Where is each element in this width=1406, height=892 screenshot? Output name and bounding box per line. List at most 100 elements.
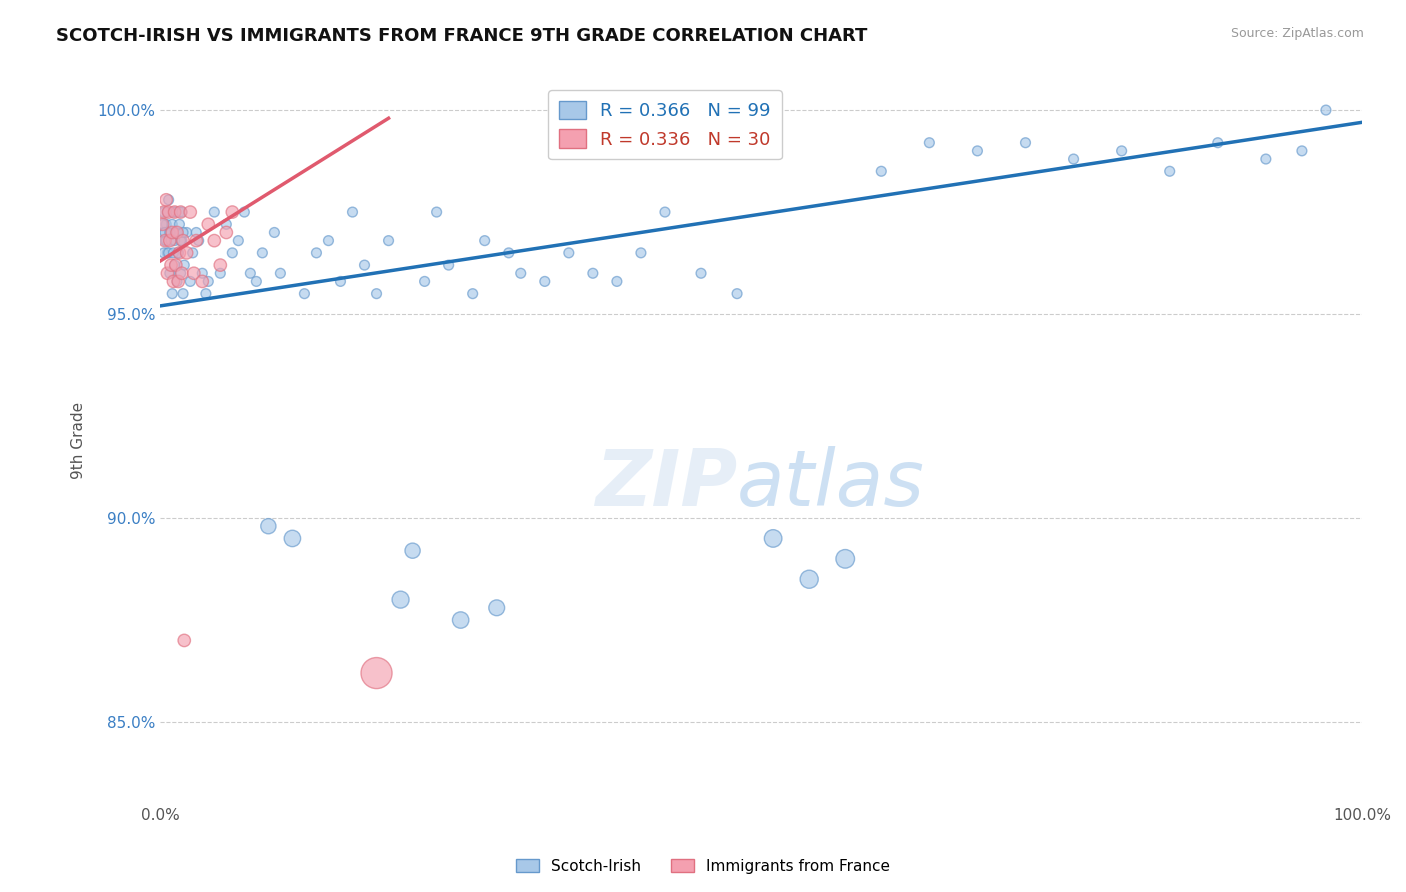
Point — [170, 205, 193, 219]
Point — [533, 274, 555, 288]
Point — [165, 205, 187, 219]
Point — [160, 258, 183, 272]
Point — [152, 217, 174, 231]
Point — [318, 234, 340, 248]
Point — [155, 234, 177, 248]
Point — [169, 234, 191, 248]
Legend: R = 0.366   N = 99, R = 0.336   N = 30: R = 0.366 N = 99, R = 0.336 N = 30 — [548, 90, 782, 160]
Point — [160, 217, 183, 231]
Point — [252, 245, 274, 260]
Point — [799, 572, 821, 586]
Point — [167, 245, 190, 260]
Point — [157, 205, 180, 219]
Point — [176, 226, 198, 240]
Y-axis label: 9th Grade: 9th Grade — [72, 402, 86, 479]
Point — [918, 136, 941, 150]
Point — [159, 226, 181, 240]
Point — [159, 266, 181, 280]
Point — [155, 217, 177, 231]
Point — [160, 234, 183, 248]
Point — [152, 226, 174, 240]
Point — [450, 613, 472, 627]
Point — [485, 600, 508, 615]
Point — [221, 245, 243, 260]
Point — [582, 266, 605, 280]
Point — [202, 234, 225, 248]
Point — [461, 286, 484, 301]
Point — [966, 144, 988, 158]
Point — [257, 519, 280, 533]
Point — [170, 234, 193, 248]
Point — [269, 266, 291, 280]
Point — [179, 274, 201, 288]
Point — [169, 205, 191, 219]
Point — [725, 286, 748, 301]
Point — [353, 258, 375, 272]
Point — [1206, 136, 1229, 150]
Point — [294, 286, 316, 301]
Point — [245, 274, 267, 288]
Point — [183, 266, 205, 280]
Point — [170, 266, 193, 280]
Point — [233, 205, 256, 219]
Point — [191, 274, 214, 288]
Point — [152, 217, 174, 231]
Point — [209, 258, 232, 272]
Point — [167, 274, 190, 288]
Point — [172, 286, 194, 301]
Point — [558, 245, 581, 260]
Point — [197, 274, 219, 288]
Point — [377, 234, 399, 248]
Point — [305, 245, 328, 260]
Point — [167, 245, 190, 260]
Point — [169, 245, 191, 260]
Text: atlas: atlas — [737, 446, 925, 522]
Point — [166, 226, 188, 240]
Point — [215, 226, 238, 240]
Point — [160, 226, 183, 240]
Point — [329, 274, 352, 288]
Point — [498, 245, 520, 260]
Point — [654, 205, 676, 219]
Text: ZIP: ZIP — [595, 446, 737, 522]
Point — [169, 205, 191, 219]
Point — [166, 226, 188, 240]
Point — [437, 258, 460, 272]
Point — [162, 205, 184, 219]
Point — [157, 193, 180, 207]
Point — [1315, 103, 1337, 117]
Point — [169, 266, 191, 280]
Point — [509, 266, 531, 280]
Point — [163, 258, 186, 272]
Text: Source: ZipAtlas.com: Source: ZipAtlas.com — [1230, 27, 1364, 40]
Point — [342, 205, 364, 219]
Point — [153, 245, 176, 260]
Point — [474, 234, 496, 248]
Point — [401, 543, 423, 558]
Point — [162, 274, 184, 288]
Point — [166, 274, 188, 288]
Point — [389, 592, 412, 607]
Point — [173, 633, 195, 648]
Point — [160, 286, 183, 301]
Point — [156, 266, 179, 280]
Point — [197, 217, 219, 231]
Point — [834, 552, 856, 566]
Point — [160, 226, 183, 240]
Legend: Scotch-Irish, Immigrants from France: Scotch-Irish, Immigrants from France — [509, 853, 897, 880]
Point — [630, 245, 652, 260]
Point — [426, 205, 449, 219]
Point — [163, 234, 186, 248]
Point — [1111, 144, 1133, 158]
Point — [163, 205, 186, 219]
Point — [186, 226, 208, 240]
Point — [156, 205, 179, 219]
Point — [176, 245, 198, 260]
Point — [1254, 152, 1277, 166]
Point — [179, 205, 201, 219]
Point — [263, 226, 285, 240]
Point — [153, 234, 176, 248]
Point — [228, 234, 250, 248]
Point — [165, 226, 187, 240]
Point — [153, 205, 176, 219]
